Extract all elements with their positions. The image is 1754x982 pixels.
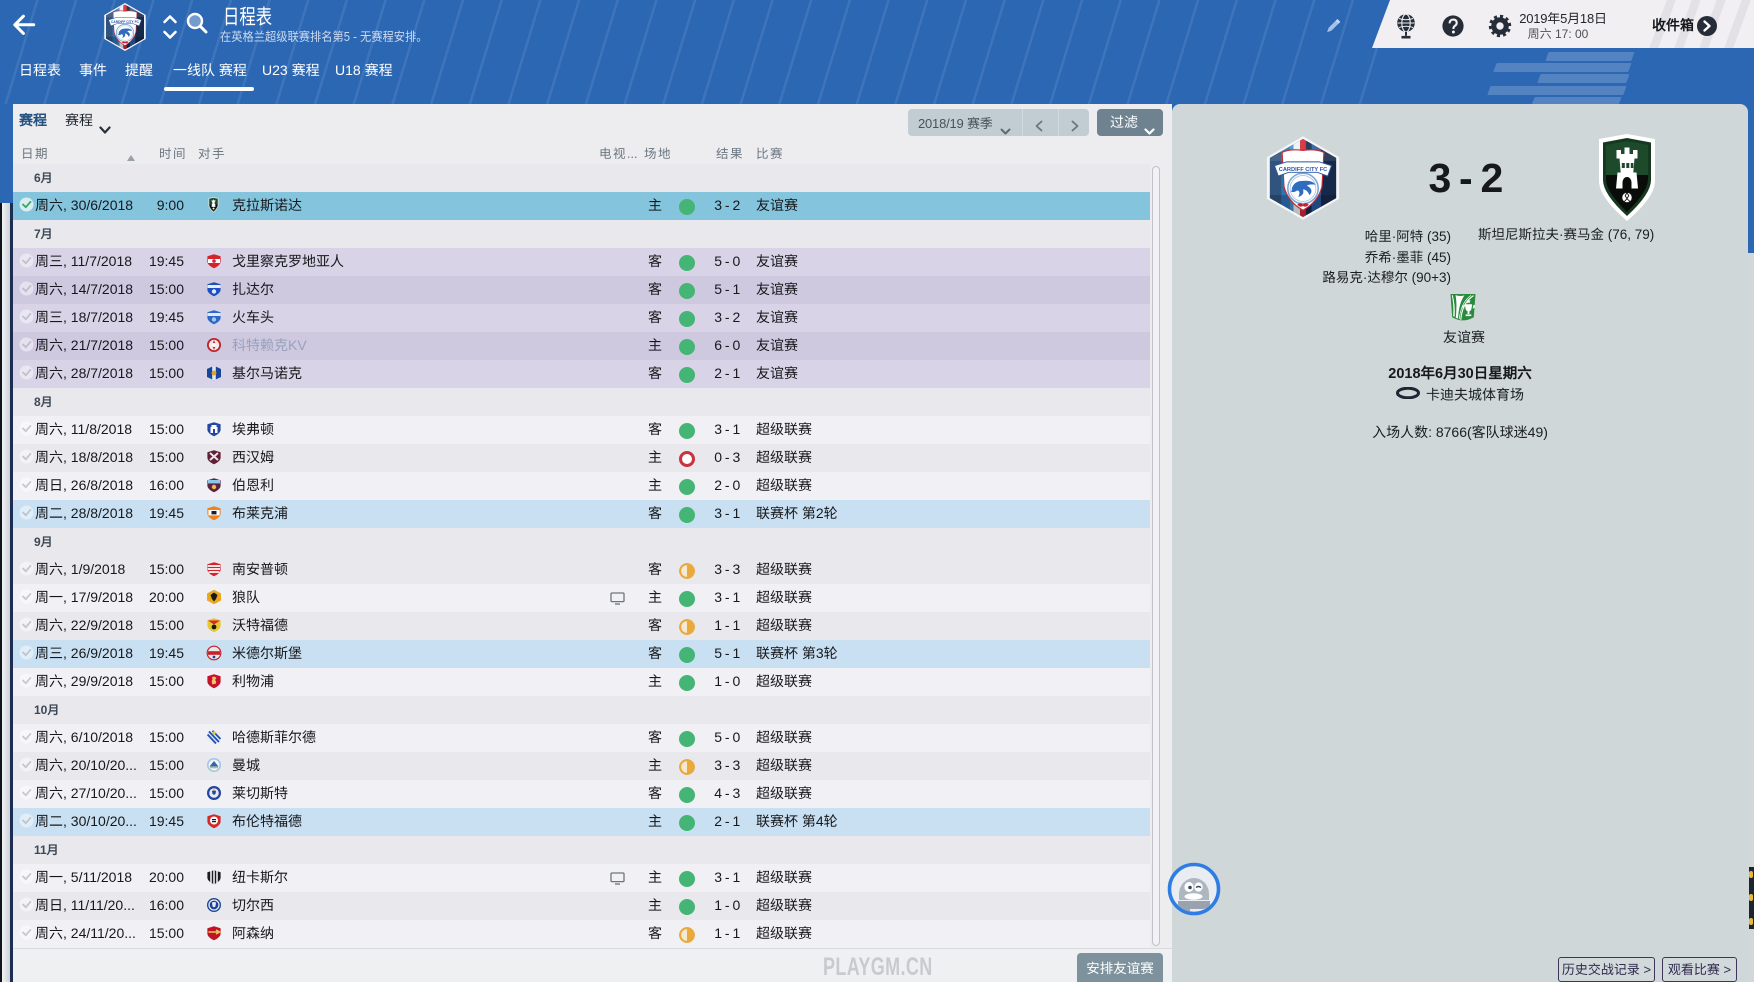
svg-text:CARDIFF CITY FC: CARDIFF CITY FC (111, 20, 140, 24)
svg-text:CARDIFF CITY FC: CARDIFF CITY FC (1279, 167, 1328, 173)
